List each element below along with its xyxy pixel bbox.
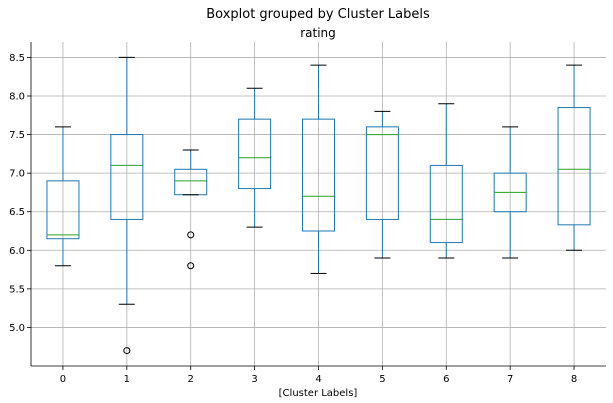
box-group-0: [46, 126, 80, 267]
iqr-box: [46, 180, 80, 240]
outlier-point: [187, 231, 195, 239]
x-tick-label: 2: [188, 374, 194, 385]
box-group-4: [302, 64, 335, 274]
outlier-point: [187, 262, 195, 270]
x-tick-label: 8: [571, 374, 577, 385]
y-tick-label: 8.5: [9, 53, 25, 64]
y-tick-label: 5.0: [9, 323, 25, 334]
x-tick-label: 6: [443, 374, 449, 385]
y-tick-label: 8.0: [9, 92, 25, 103]
box-group-6: [429, 103, 463, 259]
chart-suptitle: Boxplot grouped by Cluster Labels: [206, 7, 430, 22]
y-tick-label: 7.0: [9, 169, 25, 180]
y-tick-label: 6.5: [9, 207, 25, 218]
x-axis-label: [Cluster Labels]: [279, 388, 358, 399]
box-group-3: [238, 87, 272, 228]
iqr-box: [110, 134, 144, 220]
x-tick-label: 5: [379, 374, 385, 385]
box-group-1: [110, 56, 144, 355]
ticks-layer: 5.0 5.5 6.0 6.5 7.0 7.5 8.0 8.5 0 1 2 3 4 5 6 7 8: [9, 53, 577, 385]
x-tick-label: 4: [315, 374, 321, 385]
outlier-point: [123, 347, 131, 355]
boxes-layer: [46, 56, 591, 355]
iqr-box: [557, 107, 591, 226]
x-tick-label: 1: [124, 374, 130, 385]
box-group-5: [365, 110, 399, 259]
y-tick-label: 6.0: [9, 246, 25, 257]
box-group-8: [557, 64, 591, 251]
chart-title: rating: [300, 26, 336, 40]
x-tick-label: 0: [60, 374, 66, 385]
iqr-box: [429, 164, 463, 244]
y-tick-label: 5.5: [9, 284, 25, 295]
iqr-box: [302, 118, 335, 232]
y-tick-label: 7.5: [9, 130, 25, 141]
x-tick-label: 3: [251, 374, 257, 385]
box-group-2: [174, 149, 208, 270]
iqr-box: [365, 126, 399, 220]
box-group-7: [493, 126, 527, 259]
iqr-box: [238, 118, 272, 190]
x-tick-label: 7: [507, 374, 513, 385]
